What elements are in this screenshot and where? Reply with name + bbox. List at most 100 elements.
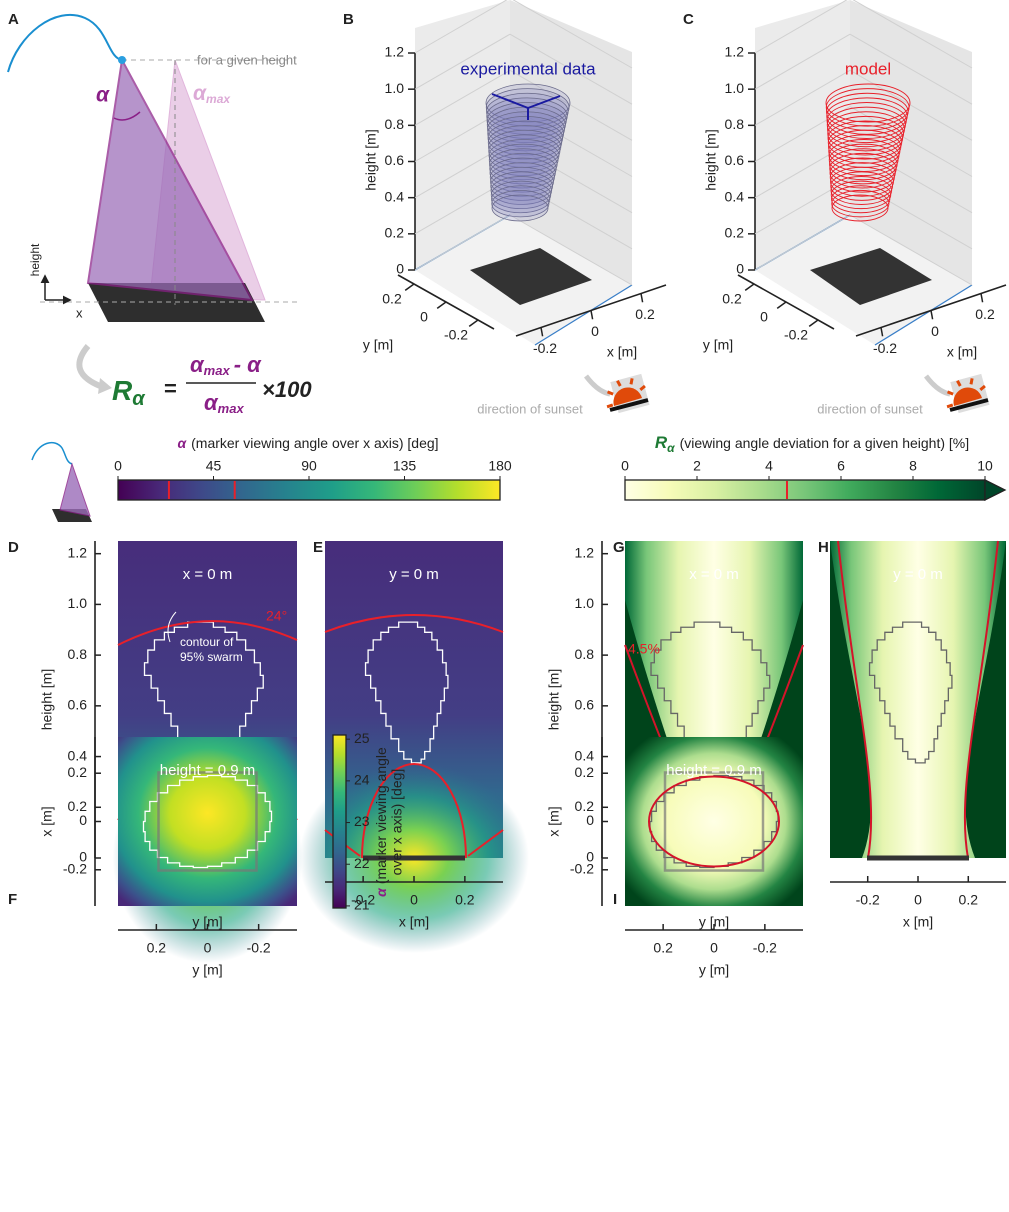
ring: [829, 152, 897, 185]
axis-title: x [m]: [607, 344, 637, 360]
contour: [142, 774, 273, 869]
path: [7, 13, 123, 73]
tick-label: -0.2: [784, 327, 808, 343]
iso-line: [361, 763, 467, 859]
ring: [826, 102, 907, 139]
tick-label: 0.8: [385, 116, 405, 132]
path: [76, 344, 102, 389]
numerator: αmax - α: [190, 352, 262, 379]
formula-r: Rα: [112, 375, 146, 410]
tick-label: 0.6: [575, 697, 595, 713]
grid-line: [754, 0, 848, 54]
grid-line: [754, 33, 851, 90]
subscript: max: [218, 401, 245, 416]
tick-label: 23: [354, 813, 370, 829]
rest: - α: [234, 352, 262, 377]
panel-label: I: [613, 891, 617, 908]
axis-title: y [m]: [192, 962, 222, 978]
grid-line: [849, 142, 973, 214]
annotation: 95% swarm: [180, 650, 243, 664]
grid-line: [414, 0, 508, 54]
label: (viewing angle deviation for a given hei…: [680, 435, 970, 451]
tick-label: 0.2: [575, 764, 595, 780]
sun-ray: [946, 403, 954, 409]
grid-line: [509, 69, 633, 141]
ring: [830, 180, 892, 210]
circle: [118, 56, 126, 64]
icon: [31, 441, 92, 522]
axis-title: height [m]: [363, 129, 379, 190]
annotation: 24°: [266, 608, 287, 624]
ring: [826, 97, 908, 135]
tick-label: 0.4: [725, 188, 745, 204]
tick-label: -0.2: [570, 860, 594, 876]
panel-label: A: [8, 11, 19, 28]
tick: [930, 310, 934, 320]
grid-line: [414, 178, 511, 235]
axis-title: x [m]: [903, 914, 933, 930]
ring: [830, 166, 894, 197]
tick: [540, 327, 544, 337]
label: (marker viewing angle: [373, 747, 389, 884]
plot-title: y = 0 m: [893, 566, 943, 583]
ring: [828, 143, 899, 177]
tick-label: 1.2: [385, 44, 405, 60]
tick-label: 0.4: [68, 747, 88, 763]
grid-line: [414, 214, 511, 271]
tick-label: 0.2: [725, 225, 745, 241]
axis-label: height: [28, 243, 42, 276]
tick-label: 0.2: [975, 306, 995, 322]
colorbar: [117, 479, 501, 501]
grid-line: [754, 178, 851, 235]
colorbar-title: α (marker viewing angle over x axis) [deg…: [177, 435, 438, 451]
tick-label: 180: [488, 458, 512, 474]
axis-title: height [m]: [703, 129, 719, 190]
tick-label: 0: [79, 812, 87, 828]
equals: =: [164, 376, 177, 401]
ring: [489, 162, 555, 193]
polygon: [98, 378, 112, 394]
ring: [829, 148, 898, 181]
tick-label: 8: [909, 458, 917, 474]
iso-line: [837, 540, 999, 859]
ring: [831, 194, 889, 222]
tick-label: 0.2: [68, 764, 88, 780]
plot-3d: 0 0.2 0.4 0.6 0.8 1.0 1.2 height [m] 0.2 0 -0.2 y […: [363, 0, 667, 416]
colorbar-title: α (marker viewing angle: [373, 747, 389, 897]
tick: [808, 319, 819, 328]
sun-base: [609, 398, 649, 412]
grid-line: [754, 69, 851, 126]
tick-label: 24: [354, 772, 370, 788]
plot-title: y = 0 m: [389, 566, 439, 583]
colorbar: [332, 734, 347, 909]
axis-title: y [m]: [363, 337, 393, 353]
contour: [868, 621, 953, 764]
heatmap: [118, 737, 297, 906]
ring: [489, 152, 557, 185]
tick-label: 90: [301, 458, 317, 474]
wall: [510, 0, 632, 285]
ring: [825, 88, 910, 127]
sun-icon: [953, 387, 982, 406]
ring: [830, 171, 894, 201]
plot-3d: 0 0.2 0.4 0.6 0.8 1.0 1.2 height [m] 0.2 0 -0.2 y […: [703, 0, 1007, 416]
polygon: [59, 462, 91, 517]
alpha-max-label: αmax: [193, 82, 231, 107]
platform: [810, 248, 932, 305]
sun-ray: [956, 379, 962, 387]
ring: [486, 102, 567, 139]
annotation: contour of: [180, 635, 234, 649]
grid-line: [414, 33, 511, 90]
tick-label: 1.2: [725, 44, 745, 60]
axis-title: height [m]: [546, 669, 562, 730]
sun-ray: [979, 384, 986, 391]
ring: [489, 148, 558, 181]
vector: [527, 95, 561, 109]
tick-label: 0: [420, 309, 428, 325]
factor: ×100: [262, 377, 312, 402]
tick-label: 25: [354, 730, 370, 746]
ring: [828, 129, 902, 164]
sun-ray: [629, 378, 634, 385]
grid-line: [754, 106, 851, 162]
